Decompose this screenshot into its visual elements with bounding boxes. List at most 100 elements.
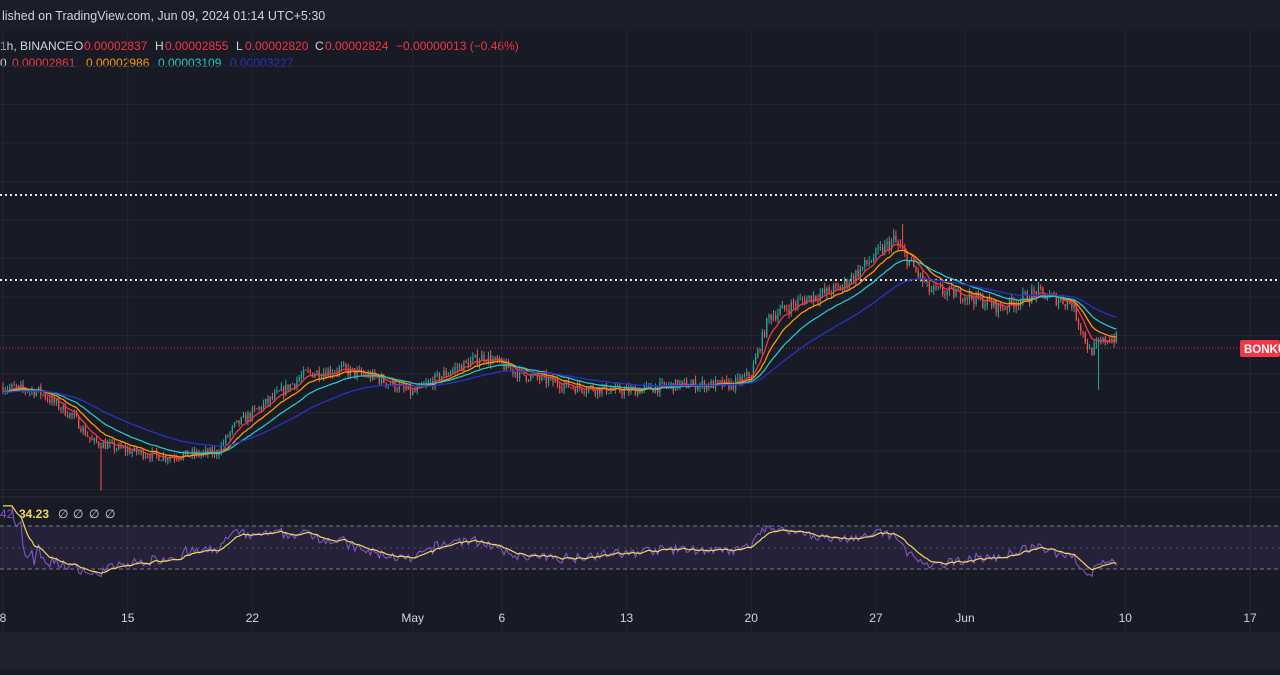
candle-body [55,399,58,403]
candle [893,229,895,245]
candle-body [463,360,465,371]
candle [514,371,516,379]
candle [527,378,530,383]
candle [908,260,910,267]
candle-body [565,380,568,385]
candle-body [681,380,683,383]
candle-body [1040,286,1042,288]
candle-body [320,376,323,378]
candle-body [155,450,158,455]
candle [770,313,772,325]
candle [367,369,369,379]
ohlc-change: −0.00000013 (−0.46%) [396,39,519,53]
rsi-line [3,505,1117,578]
candle-body [806,298,808,304]
candle-body [167,459,169,461]
candle-body [752,364,755,377]
candle-body [429,381,432,382]
candle-body [559,385,561,389]
candle [895,230,897,244]
candle [846,278,848,292]
candle [438,372,441,383]
candle [712,379,715,389]
candle [227,433,229,438]
candle-body [1026,292,1028,302]
candle-body [913,260,915,268]
candle [886,237,888,251]
candle-body [276,390,278,393]
candle [901,224,904,250]
candle [46,395,49,403]
candle [877,244,879,255]
candle-body [209,448,211,454]
candle [472,352,474,365]
candle [1024,290,1026,296]
candle-body [991,301,993,307]
candle [95,435,98,444]
candle [225,434,227,447]
candle-body [924,281,926,283]
candle-body [732,381,735,390]
candle-body [955,291,957,298]
candle-body [975,292,977,304]
candle [452,366,454,375]
candle-body [180,458,182,460]
rsi-extra-3: ∅ [89,507,99,521]
candle [135,446,138,456]
candle [997,302,1000,318]
candle [792,298,795,310]
candle [93,437,95,445]
candle-body [1093,343,1095,355]
candle-body [423,384,425,386]
candle [832,283,835,298]
rsi-extra-1: ∅ [58,507,68,521]
candle [746,368,748,377]
candle-body [260,407,262,410]
candle [98,441,100,449]
candle-body [919,273,922,277]
candle-body [950,286,953,288]
candle-body [576,383,579,393]
candle-body [347,367,349,375]
candle [964,294,966,306]
candle [142,449,144,461]
candle-body [585,391,588,393]
candle [701,376,703,389]
candle-body [233,422,236,427]
candle-body [705,384,708,390]
candle-body [207,449,209,454]
candle-body [6,389,9,391]
candle-body [138,452,140,454]
candle [211,444,213,458]
x-axis[interactable]: 8 15 22 May 6 13 20 27 Jun 10 17 [0,611,1257,625]
candle-body [899,245,902,247]
candle-body [1071,303,1073,308]
candle-body [271,396,274,399]
candle [763,329,766,338]
candle-body [147,456,149,458]
candle-body [799,298,801,300]
candle-body [378,377,380,384]
candle [106,439,109,449]
candle-body [389,384,392,386]
candle [1080,323,1082,336]
candle-body [864,259,866,267]
candle-body [265,398,267,404]
candle-body [336,372,338,374]
candle-body [1064,304,1066,307]
candle-body [300,375,303,379]
candle-body [309,370,311,373]
candle-body [525,375,527,381]
candle [699,382,701,393]
candle-body [516,372,519,379]
candle-body [819,293,821,301]
candle-body [510,368,512,370]
candle-body [11,384,13,388]
candle-body [73,413,75,415]
candle [732,381,735,392]
x-tick-label: 20 [745,611,759,625]
candle-body [280,386,283,392]
candle [781,300,784,309]
